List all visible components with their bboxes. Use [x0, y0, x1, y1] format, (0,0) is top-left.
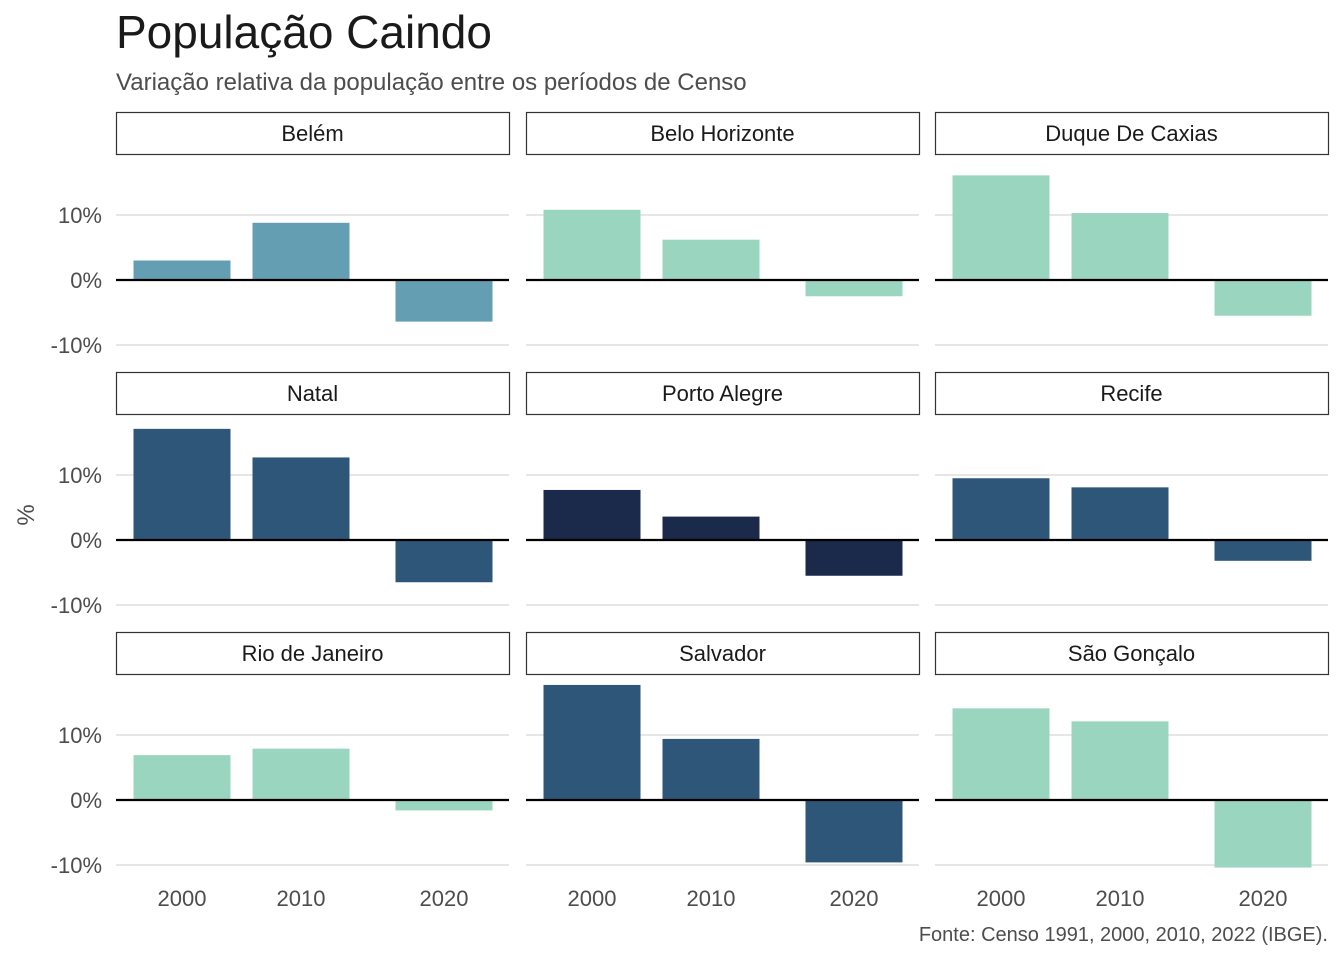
- facet-strip: [115, 371, 511, 416]
- facet-strip-label: Rio de Janeiro: [242, 641, 384, 666]
- bar: [395, 800, 493, 811]
- y-tick-label: 0%: [70, 788, 102, 813]
- facet-strip: [115, 631, 511, 676]
- y-axis-label: %: [13, 504, 40, 525]
- bar: [1071, 213, 1169, 280]
- facet-strip: [525, 631, 921, 676]
- facet-panel: Rio de Janeiro -10% 0% 10% 2000 2010 2020: [51, 631, 511, 911]
- x-tick-label: 2000: [568, 886, 617, 911]
- bar: [133, 755, 231, 800]
- x-tick-label: 2010: [687, 886, 736, 911]
- facet-strip: [934, 111, 1330, 156]
- bar: [133, 260, 231, 280]
- bar: [805, 800, 903, 863]
- y-tick-label: 10%: [58, 203, 102, 228]
- bar: [1071, 721, 1169, 800]
- facet-panel: Duque De Caxias: [934, 111, 1330, 346]
- facet-strip: [525, 371, 921, 416]
- y-tick-label: -10%: [51, 593, 102, 618]
- bar: [805, 280, 903, 297]
- x-tick-label: 2010: [277, 886, 326, 911]
- facet-panel: Salvador 2000 2010 2020: [525, 631, 921, 911]
- x-tick-label: 2000: [977, 886, 1026, 911]
- bar: [1214, 280, 1312, 316]
- y-tick-label: 0%: [70, 268, 102, 293]
- bar: [133, 428, 231, 540]
- bar: [952, 478, 1050, 540]
- facet-strip-label: Natal: [287, 381, 338, 406]
- bar: [1214, 540, 1312, 561]
- x-tick-label: 2020: [420, 886, 469, 911]
- x-tick-label: 2000: [158, 886, 207, 911]
- bar: [1214, 800, 1312, 868]
- bar: [662, 239, 760, 280]
- y-tick-label: 10%: [58, 723, 102, 748]
- facet-panel: Belém -10% 0% 10%: [51, 111, 511, 358]
- facet-grid: Belém -10% 0% 10% Belo Horizonte Duque De Cax…: [51, 111, 1330, 911]
- facet-strip-label: Duque De Caxias: [1045, 121, 1217, 146]
- y-tick-label: 0%: [70, 528, 102, 553]
- facet-strip-label: São Gonçalo: [1068, 641, 1195, 666]
- facet-panel: São Gonçalo 2000 2010 2020: [934, 631, 1330, 911]
- y-tick-label: -10%: [51, 333, 102, 358]
- facet-strip-label: Belém: [281, 121, 343, 146]
- facet-panel: Recife: [934, 371, 1330, 606]
- bar: [252, 222, 350, 280]
- facet-strip: [525, 111, 921, 156]
- x-tick-label: 2020: [830, 886, 879, 911]
- facet-strip-label: Recife: [1100, 381, 1162, 406]
- bar: [395, 280, 493, 322]
- chart-caption: Fonte: Censo 1991, 2000, 2010, 2022 (IBG…: [919, 924, 1328, 946]
- bar: [252, 748, 350, 800]
- x-tick-label: 2020: [1239, 886, 1288, 911]
- bar: [805, 540, 903, 576]
- facet-strip: [934, 631, 1330, 676]
- bar: [662, 516, 760, 540]
- y-tick-label: 10%: [58, 463, 102, 488]
- facet-strip: [934, 371, 1330, 416]
- facet-panel: Belo Horizonte: [525, 111, 921, 346]
- x-tick-label: 2010: [1096, 886, 1145, 911]
- facet-strip-label: Porto Alegre: [662, 381, 783, 406]
- bar: [395, 540, 493, 583]
- facet-strip-label: Belo Horizonte: [650, 121, 794, 146]
- bar: [543, 684, 641, 800]
- bar: [252, 457, 350, 540]
- facet-strip-label: Salvador: [679, 641, 766, 666]
- chart-subtitle: Variação relativa da população entre os …: [116, 69, 747, 96]
- bar: [662, 738, 760, 800]
- facet-panel: Natal -10% 0% 10%: [51, 371, 511, 618]
- bar: [952, 708, 1050, 800]
- bar: [543, 209, 641, 280]
- y-tick-label: -10%: [51, 853, 102, 878]
- facet-panel: Porto Alegre: [525, 371, 921, 606]
- chart-title: População Caindo: [116, 6, 492, 58]
- bar: [952, 175, 1050, 280]
- bar: [1071, 487, 1169, 540]
- facet-strip: [115, 111, 511, 156]
- bar: [543, 489, 641, 540]
